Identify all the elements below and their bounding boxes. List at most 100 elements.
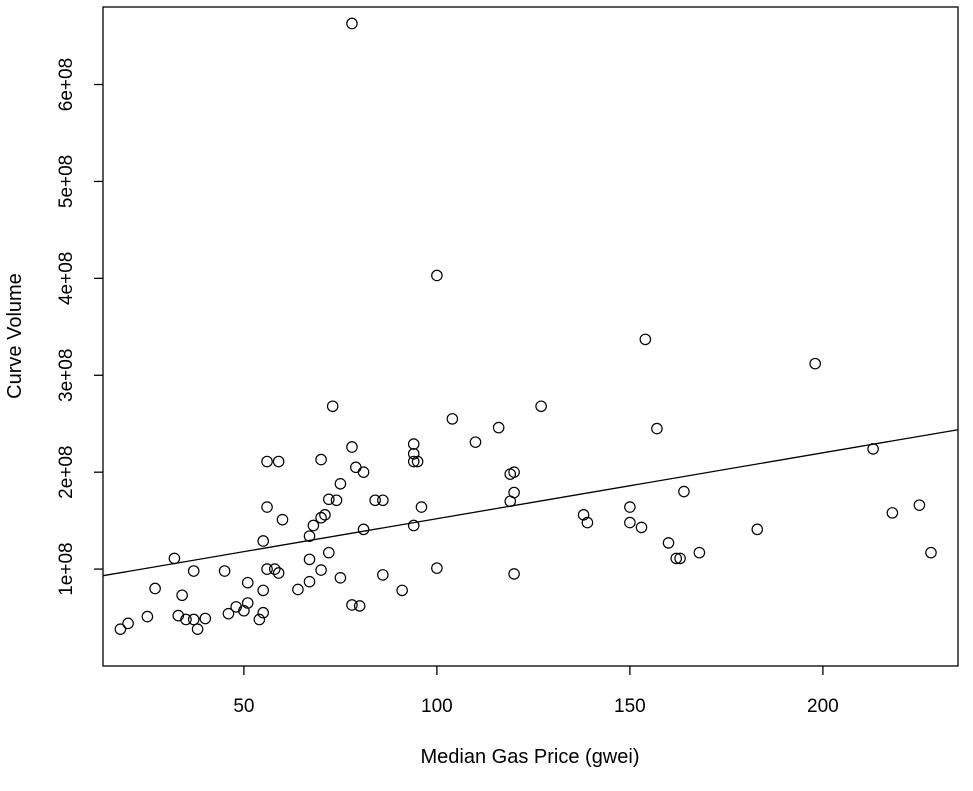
data-point [222, 607, 235, 620]
data-point [377, 569, 389, 581]
data-point [114, 623, 127, 635]
data-point [662, 537, 675, 549]
data-point [913, 499, 926, 511]
data-point [176, 589, 188, 602]
data-point [407, 519, 420, 532]
data-point [315, 564, 327, 576]
data-point [693, 546, 706, 559]
data-point [670, 552, 683, 565]
data-point [674, 552, 686, 565]
data-point [431, 269, 443, 282]
data-point [326, 400, 339, 413]
x-tick-label: 50 [233, 696, 254, 717]
data-point [261, 501, 273, 513]
data-point [407, 455, 420, 468]
data-point [369, 494, 381, 507]
data-point [635, 521, 648, 534]
data-point [581, 516, 594, 529]
trend-line [102, 429, 959, 577]
y-axis: 1e+08 2e+08 3e+08 4e+08 5e+08 6e+08 [56, 58, 103, 596]
data-point [508, 568, 520, 580]
data-point [257, 535, 269, 547]
data-point [323, 493, 335, 506]
data-point [886, 507, 899, 519]
x-tick-label: 150 [614, 696, 646, 717]
data-point [323, 546, 335, 559]
data-point [141, 610, 154, 623]
data-point [303, 553, 316, 566]
data-point [357, 466, 370, 478]
data-point [187, 613, 200, 626]
data-point [268, 563, 281, 575]
x-tick-label: 200 [807, 696, 839, 717]
data-point [639, 333, 652, 346]
data-point [353, 600, 366, 612]
data-point [809, 357, 821, 370]
data-point [303, 575, 316, 588]
data-point [241, 576, 254, 589]
y-axis-title: Curve Volume [4, 273, 26, 399]
data-point [651, 422, 663, 435]
data-point [257, 606, 269, 619]
y-tick-label: 5e+08 [56, 155, 77, 208]
data-point [396, 584, 408, 597]
data-point [238, 604, 250, 617]
data-point [751, 523, 764, 536]
data-point [504, 468, 517, 480]
data-point [261, 563, 273, 575]
data-point [199, 612, 212, 625]
data-point [218, 565, 231, 577]
data-point [330, 494, 343, 507]
data-point [122, 617, 134, 630]
data-point [469, 436, 482, 448]
data-point [292, 583, 304, 596]
data-points [114, 17, 937, 635]
data-point [346, 17, 358, 30]
data-point [149, 582, 161, 595]
data-point [624, 516, 636, 529]
data-point [276, 513, 289, 526]
data-point [535, 400, 547, 413]
data-point [261, 455, 273, 468]
data-point [257, 584, 269, 597]
data-point [415, 501, 428, 513]
data-point [307, 519, 320, 532]
data-point [492, 421, 505, 434]
data-point [272, 455, 285, 468]
x-axis-title: Median Gas Price (gwei) [421, 746, 640, 768]
plot-frame [102, 6, 959, 667]
data-point [446, 413, 459, 425]
data-point [272, 567, 285, 579]
x-axis: 50 100 150 200 [233, 666, 839, 717]
data-point [315, 511, 327, 524]
y-tick-label: 3e+08 [56, 349, 77, 402]
data-point [925, 546, 937, 559]
data-point [315, 453, 327, 466]
data-point [357, 523, 370, 536]
data-point [407, 438, 420, 450]
data-point [303, 530, 316, 542]
data-point [411, 455, 424, 468]
y-tick-label: 6e+08 [56, 58, 77, 111]
data-point [187, 565, 200, 577]
data-point [168, 552, 181, 565]
data-point [350, 461, 362, 474]
y-tick-label: 2e+08 [56, 445, 77, 498]
data-point [431, 562, 443, 574]
data-point [678, 485, 690, 498]
y-tick-label: 4e+08 [56, 252, 77, 305]
data-point [334, 572, 347, 584]
data-point [334, 478, 347, 490]
data-point [346, 441, 358, 453]
data-point [180, 613, 192, 626]
data-point [867, 443, 879, 455]
data-point [319, 509, 331, 521]
data-point [377, 494, 389, 507]
data-point [253, 613, 266, 626]
data-point [504, 495, 517, 508]
data-point [346, 599, 358, 611]
x-tick-label: 100 [421, 696, 453, 717]
data-point [624, 501, 636, 513]
y-tick-label: 1e+08 [56, 542, 77, 595]
